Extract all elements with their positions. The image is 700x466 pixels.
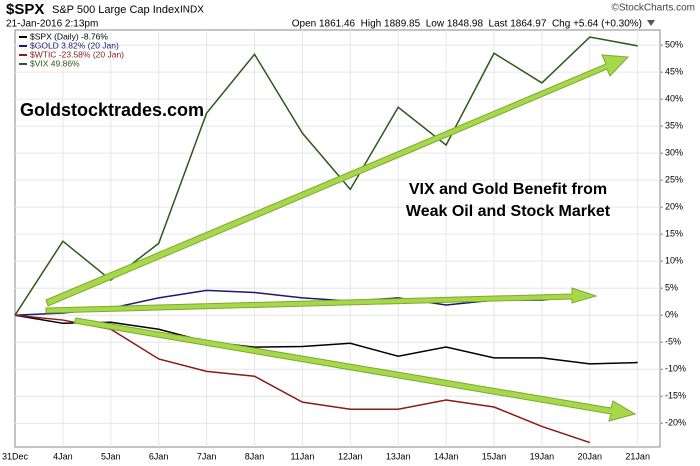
y-tick-label: 45% <box>665 67 683 77</box>
x-tick-label: 31Dec <box>2 451 29 461</box>
index-name: S&P 500 Large Cap Index <box>52 4 180 16</box>
x-tick-label: 7Jan <box>197 451 217 461</box>
x-tick-label: 14Jan <box>434 451 459 461</box>
y-tick-label: -15% <box>665 391 686 401</box>
legend-label: $WTIC -23.58% (20 Jan) <box>30 49 124 59</box>
watermark: Goldstocktrades.com <box>20 100 204 120</box>
x-tick-label: 13Jan <box>386 451 411 461</box>
y-tick-label: 20% <box>665 202 683 212</box>
x-tick-label: 5Jan <box>101 451 121 461</box>
date: 21-Jan-2016 2:13pm <box>6 19 98 30</box>
x-tick-label: 8Jan <box>245 451 265 461</box>
y-tick-label: 25% <box>665 175 683 185</box>
y-tick-label: 30% <box>665 148 683 158</box>
plot-frame <box>14 29 661 448</box>
plot: 31Dec 4Jan 5Jan 6Jan 7Jan 8Jan 11Jan 12Jan 13Jan… <box>2 30 686 461</box>
quote: Open 1861.46 High 1889.85 Low 1848.98 La… <box>292 19 642 30</box>
x-tick-label: 4Jan <box>53 451 73 461</box>
y-tick-label: 50% <box>665 39 683 49</box>
annotation: Weak Oil and Stock Market <box>406 203 611 220</box>
y-tick-label: 5% <box>665 283 678 293</box>
y-tick-label: -20% <box>665 418 686 428</box>
y-tick-label: 40% <box>665 94 683 104</box>
y-tick-label: -5% <box>665 337 681 347</box>
x-tick-label: 15Jan <box>482 451 507 461</box>
menu-icon <box>647 20 655 26</box>
x-tick-label: 12Jan <box>338 451 363 461</box>
x-tick-label: 11Jan <box>290 451 314 461</box>
y-tick-label: 10% <box>665 256 683 266</box>
arrow <box>73 317 637 422</box>
arrow <box>45 54 630 307</box>
legend-label: $VIX 49.86% <box>30 58 80 68</box>
x-tick-label: 21Jan <box>625 451 650 461</box>
legend-label: $SPX (Daily) -8.76% <box>30 31 108 41</box>
symbol: $SPX <box>6 1 44 18</box>
y-tick-label: 15% <box>665 229 683 239</box>
x-tick-label: 19Jan <box>530 451 555 461</box>
annotation: VIX and Gold Benefit from <box>409 181 607 198</box>
exchange: INDX <box>180 5 204 16</box>
series-line <box>14 314 638 365</box>
x-tick-label: 6Jan <box>149 451 169 461</box>
x-tick-label: 20Jan <box>578 451 603 461</box>
credit: ©StockCharts.com <box>611 3 695 14</box>
arrows <box>45 54 637 422</box>
y-tick-label: -10% <box>665 364 686 374</box>
arrow <box>45 287 598 314</box>
y-tick-label: 0% <box>665 310 678 320</box>
y-tick-label: 35% <box>665 121 683 131</box>
legend-label: $GOLD 3.82% (20 Jan) <box>30 40 119 50</box>
